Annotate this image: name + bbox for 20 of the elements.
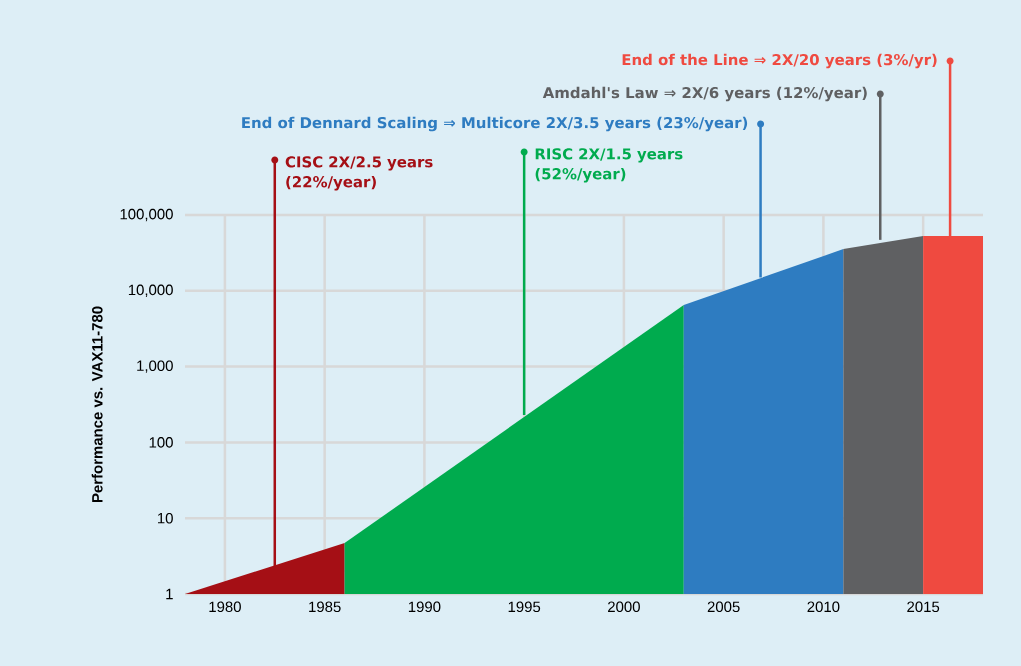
x-tick-label: 1990 (408, 601, 441, 613)
y-tick-label: 1,000 (137, 360, 173, 373)
y-tick-label: 100 (149, 437, 173, 448)
x-tick-label: 1980 (209, 601, 241, 613)
x-tick-label: 1985 (309, 601, 341, 613)
x-tick-label: 2005 (707, 601, 740, 613)
annotation: End of Dennard Scaling ⇒ Multicore 2X/3.5 years (23%/year) (242, 116, 748, 132)
y-tick-label: 100,000 (120, 208, 173, 222)
x-tick-label: 2010 (807, 601, 840, 613)
x-tick-label: 2000 (608, 601, 640, 613)
annotation: CISC 2X/2.5 years (22%/year) (285, 156, 433, 191)
x-tick-label: 1995 (508, 601, 541, 613)
y-tick-label: 10,000 (128, 284, 173, 297)
annotation: Amdahl's Law ⇒ 2X/6 years (12%/year) (542, 86, 867, 102)
y-tick-label: 1 (166, 588, 173, 600)
y-axis-title: Performance vs. VAX11-780 (91, 306, 103, 503)
annotation: RISC 2X/1.5 years (52%/year) (535, 148, 683, 183)
y-tick-label: 10 (158, 512, 173, 524)
x-tick-label: 2015 (907, 601, 940, 613)
annotation: End of the Line ⇒ 2X/20 years (3%/yr) (622, 53, 937, 69)
